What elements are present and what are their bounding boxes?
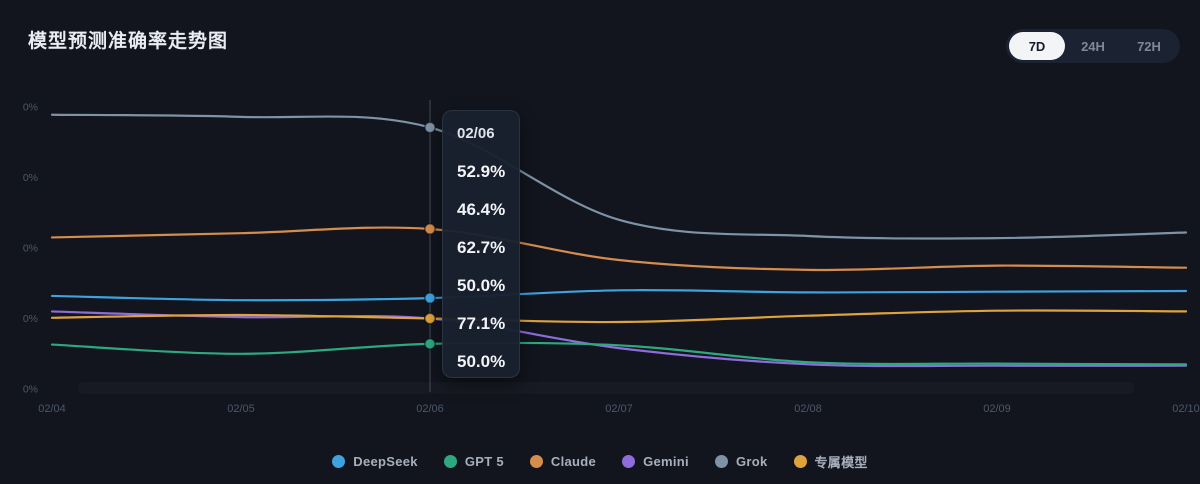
legend-item-deepseek[interactable]: DeepSeek: [332, 454, 418, 469]
tooltip-value: 62.7%: [457, 238, 506, 257]
tooltip-value: 77.1%: [457, 314, 506, 333]
time-range-tabs: 7D 24H 72H: [1006, 29, 1180, 63]
y-axis-label: 0%: [23, 102, 38, 114]
series-line-claude: [50, 226, 1188, 272]
legend-dot-gemini: [622, 454, 636, 468]
highlight-dot-gpt-5: [424, 337, 436, 350]
legend-label: Claude: [550, 453, 597, 469]
chart-legend: DeepSeek GPT 5 Claude Gemini Grok 专属模型: [0, 448, 1200, 474]
legend-item-gpt-5[interactable]: GPT 5: [443, 453, 504, 469]
y-axis-label: 0%: [23, 384, 38, 396]
highlight-dot-claude: [424, 223, 436, 235]
x-axis-label: 02/08: [794, 403, 822, 415]
x-axis-label: 02/04: [38, 403, 66, 415]
highlight-dot-deepseek: [424, 292, 436, 305]
legend-label: Gemini: [643, 453, 689, 469]
legend-label: 专属模型: [814, 454, 868, 470]
page-title: 模型预测准确率走势图: [28, 31, 229, 52]
y-axis-label: 0%: [23, 313, 38, 325]
series-line-gpt-5: [50, 341, 1188, 366]
legend-label: Grok: [735, 453, 768, 469]
datazoom-strip[interactable]: [78, 382, 1134, 394]
x-axis-label: 02/06: [416, 403, 444, 415]
chart-tooltip: 02/06 52.9% 46.4% 62.7% 50.0% 77.1% 50.0%: [442, 110, 520, 378]
series-line-exclusive-model: [50, 309, 1188, 324]
tooltip-value: 50.0%: [457, 276, 506, 295]
legend-item-exclusive-model[interactable]: 专属模型: [793, 452, 868, 471]
tooltip-values: 52.9% 46.4% 62.7% 50.0% 77.1% 50.0%: [457, 163, 519, 371]
legend-dot-exclusive-model: [793, 454, 807, 468]
highlight-dot-exclusive-model: [424, 312, 436, 325]
legend-dot-claude: [529, 454, 543, 468]
x-axis-label: 02/07: [605, 403, 633, 415]
y-axis-label: 0%: [23, 172, 38, 184]
tab-7d[interactable]: 7D: [1009, 32, 1065, 60]
tooltip-date: 02/06: [457, 125, 495, 142]
y-axis-label: 0%: [23, 243, 38, 255]
tooltip-value: 50.0%: [457, 352, 506, 371]
x-axis-label: 02/05: [227, 403, 255, 415]
legend-dot-deepseek: [332, 454, 346, 468]
legend-item-grok[interactable]: Grok: [714, 453, 768, 469]
x-axis-label: 02/09: [983, 403, 1011, 415]
legend-item-gemini[interactable]: Gemini: [622, 454, 689, 469]
series-line-grok: [50, 113, 1188, 240]
series-line-gemini: [50, 310, 1188, 368]
tab-24h[interactable]: 24H: [1065, 32, 1121, 60]
legend-label: GPT 5: [464, 453, 504, 469]
highlight-dot-grok: [424, 121, 436, 134]
series-line-deepseek: [50, 289, 1188, 302]
legend-dot-gpt-5: [443, 454, 457, 468]
legend-label: DeepSeek: [353, 453, 418, 469]
tooltip-value: 46.4%: [457, 200, 506, 219]
legend-dot-grok: [714, 454, 728, 468]
panel-header: 模型预测准确率走势图 7D 24H 72H: [0, 0, 1200, 70]
x-axis-label: 02/10: [1172, 403, 1200, 415]
tab-72h[interactable]: 72H: [1121, 32, 1177, 60]
tooltip-value: 52.9%: [457, 162, 506, 181]
legend-item-claude[interactable]: Claude: [529, 453, 597, 469]
